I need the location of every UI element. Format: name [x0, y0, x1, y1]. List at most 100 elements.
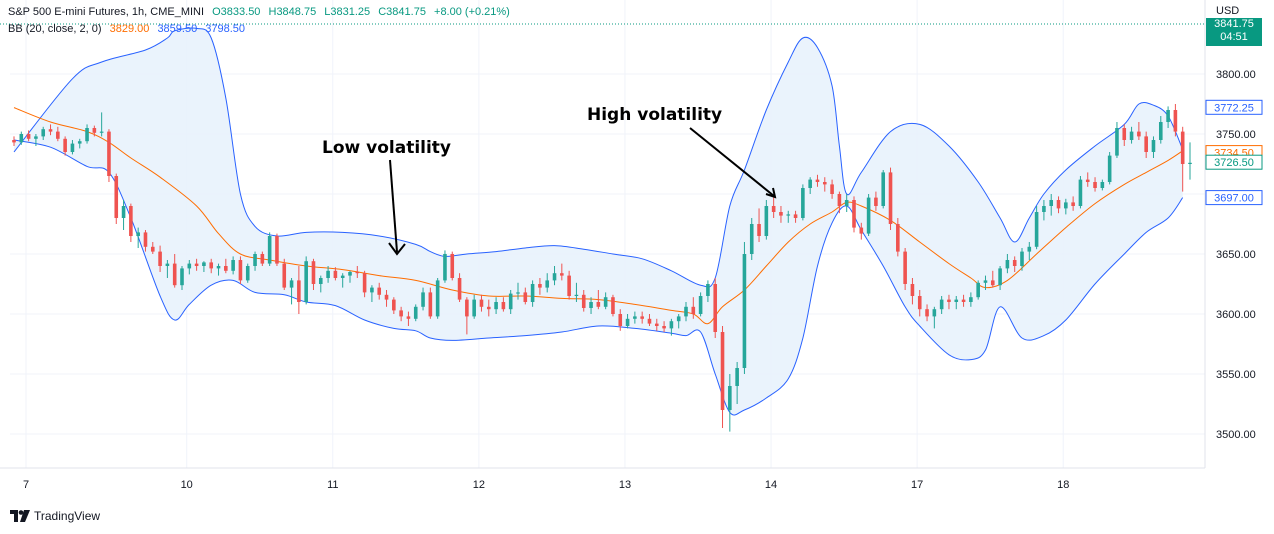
candle-body [1064, 202, 1068, 209]
candle-body [501, 302, 506, 310]
candle-body [150, 246, 155, 252]
candle-body [428, 292, 433, 317]
candle [888, 167, 893, 230]
candle [961, 294, 966, 307]
candle-body [99, 131, 104, 133]
candle-body [1078, 179, 1083, 206]
candle-body [917, 296, 922, 310]
bb-upper-value: 3859.50 [157, 23, 198, 35]
candle [370, 285, 374, 302]
candle-body [837, 194, 842, 206]
candle [742, 242, 747, 374]
candle-body [245, 266, 250, 281]
candle-body [253, 254, 257, 266]
candle-body [910, 284, 915, 296]
indicator-legend[interactable]: BB (20, close, 2, 0) 3829.00 3859.50 379… [8, 22, 250, 36]
price-tag-lower: 3697.00 [1205, 190, 1263, 206]
candle-body [34, 136, 38, 139]
candle-body [815, 179, 820, 182]
candle [976, 280, 980, 300]
tradingview-attribution[interactable]: TradingView [10, 509, 100, 523]
price-tag-box [1205, 99, 1263, 115]
candle [1144, 131, 1148, 158]
lower-band-line [13, 139, 1184, 416]
candle [1158, 116, 1163, 144]
candle [129, 203, 133, 242]
candle-body [552, 273, 557, 281]
candle-body [238, 260, 243, 281]
candle [486, 299, 491, 317]
candle [1166, 106, 1170, 128]
candle-body [311, 261, 316, 284]
candle-body [1012, 260, 1017, 266]
candle [932, 306, 937, 329]
candle [917, 290, 922, 317]
candle-body [1100, 182, 1105, 188]
candle [406, 311, 411, 326]
candle [567, 270, 571, 300]
candle-body [421, 292, 425, 307]
candle [362, 270, 367, 298]
candle [318, 275, 323, 293]
high-volatility-arrow [689, 127, 775, 197]
symbol-legend: S&P 500 E-mini Futures, 1h, CME_MINI O38… [8, 5, 515, 19]
candle [793, 210, 798, 223]
candle-body [749, 224, 754, 254]
low-volatility-arrowhead [388, 242, 406, 256]
candle [516, 282, 520, 300]
candle [947, 294, 951, 310]
candle [340, 273, 345, 288]
candle [121, 200, 126, 230]
candle-body [523, 292, 528, 302]
open-value: O3833.50 [212, 6, 261, 18]
candle-body [625, 318, 630, 326]
candle [1122, 124, 1127, 146]
candle-body [85, 128, 89, 142]
candle-body [224, 266, 228, 271]
candle [165, 260, 170, 278]
candle-body [925, 309, 929, 317]
candle [450, 251, 455, 281]
candle-body [954, 299, 959, 302]
candle [19, 131, 24, 145]
candle [289, 278, 294, 305]
candle [275, 233, 279, 266]
candle [808, 177, 812, 194]
candle-body [538, 284, 542, 288]
candle-body [1137, 131, 1141, 137]
candle-body [735, 368, 739, 386]
candle-body [589, 302, 593, 308]
candle [596, 290, 601, 310]
candle-body [874, 197, 878, 206]
band-fill [14, 28, 1183, 415]
candle [530, 280, 535, 307]
candle-body [216, 266, 221, 269]
chart-axes: 3500.003550.003600.003650.003700.003750.… [0, 0, 1256, 491]
price-tag-label: 3697.00 [1214, 193, 1254, 205]
candle-body [1093, 182, 1097, 188]
candle-body [793, 214, 798, 218]
tradingview-logo-icon [10, 510, 30, 522]
candle [538, 278, 542, 295]
candle-body [596, 302, 601, 307]
time-tick-label: 13 [619, 479, 631, 491]
candle [574, 282, 579, 302]
candle-body [121, 206, 126, 218]
candle-body [866, 197, 871, 234]
low-volatility-arrow [389, 159, 398, 253]
candle-body [1042, 206, 1046, 212]
candle [706, 280, 710, 302]
candle [983, 275, 988, 290]
candle-body [194, 263, 199, 266]
candle-body [1180, 131, 1185, 164]
candle [187, 260, 192, 275]
candle [479, 294, 484, 312]
candle [618, 309, 623, 331]
candle-body [990, 280, 995, 286]
candle [150, 242, 155, 254]
candle [1042, 200, 1046, 221]
candle [443, 250, 447, 283]
candle [815, 174, 820, 187]
candle [92, 125, 97, 137]
